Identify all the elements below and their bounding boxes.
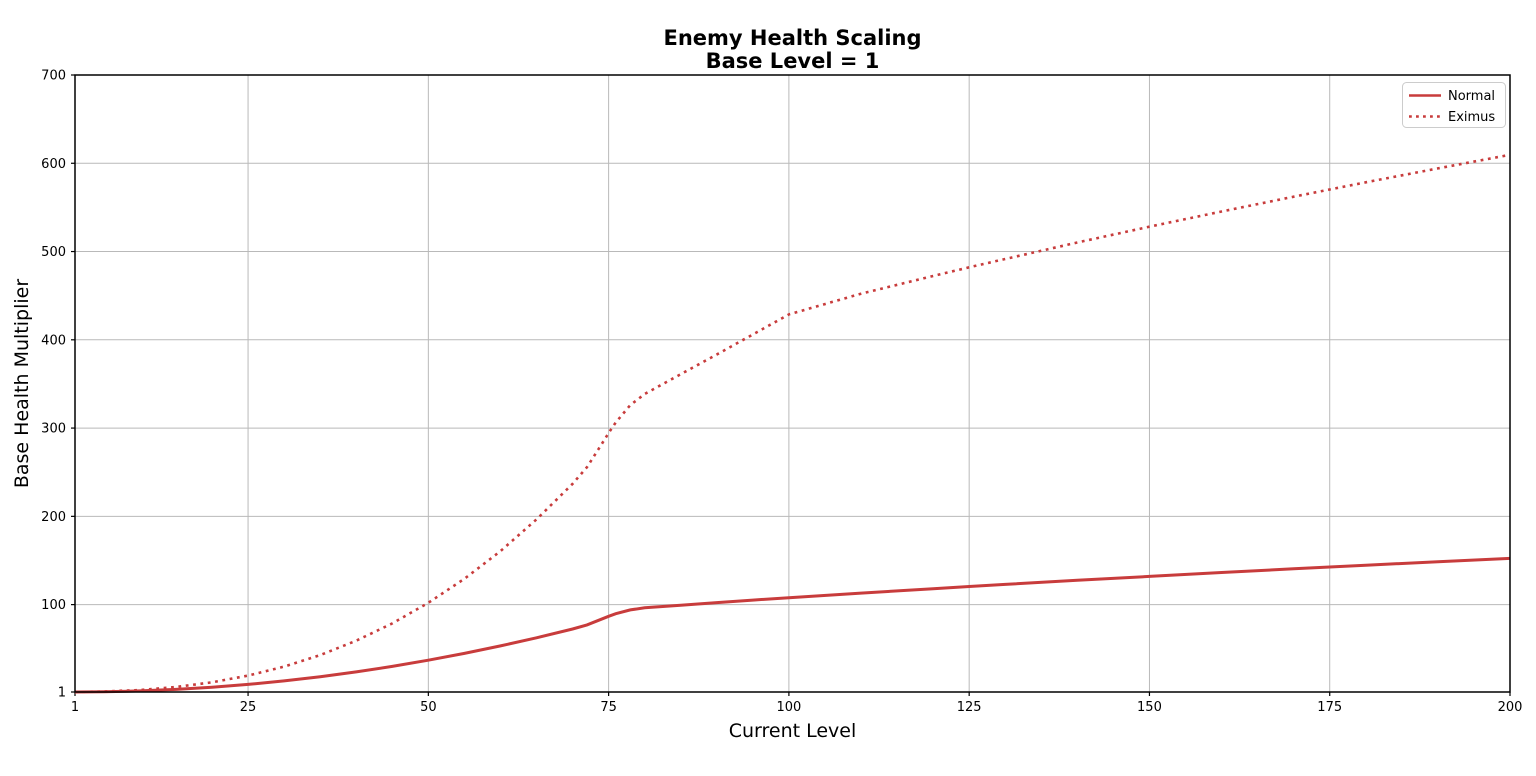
legend: Normal Eximus <box>1402 82 1506 128</box>
plot-border <box>74 74 1511 693</box>
x-tick-label: 100 <box>776 700 801 715</box>
x-tick-label: 75 <box>600 700 617 715</box>
chart-title-line-2: Base Level = 1 <box>706 49 880 73</box>
axis-tick-labels: 1 25 50 75 100 125 150 175 200110020030040050060… <box>41 69 1522 716</box>
y-axis-label: Base Health Multiplier <box>11 279 33 488</box>
legend-eximus-label: Eximus <box>1448 110 1495 125</box>
axis-ticks <box>71 74 1511 696</box>
x-tick-label: 125 <box>957 700 982 715</box>
plot-series <box>74 153 1511 694</box>
legend-box <box>1402 82 1506 128</box>
x-tick-label: 150 <box>1137 700 1162 715</box>
x-axis-label: Current Level <box>729 720 857 742</box>
x-tick-label: 50 <box>420 700 437 715</box>
x-tick-label: 1 <box>71 700 79 715</box>
series-eximus-line <box>74 153 1511 694</box>
y-tick-label: 700 <box>41 69 66 84</box>
y-tick-label: 400 <box>41 333 66 348</box>
y-tick-label: 300 <box>41 422 66 437</box>
legend-normal-label: Normal <box>1448 89 1495 104</box>
y-tick-label: 100 <box>41 598 66 613</box>
series-normal-line <box>74 556 1511 694</box>
x-tick-label: 25 <box>240 700 257 715</box>
x-tick-label: 200 <box>1498 700 1523 715</box>
x-tick-label: 175 <box>1317 700 1342 715</box>
chart-title-line-1: Enemy Health Scaling <box>663 26 921 50</box>
y-tick-label: 200 <box>41 510 66 525</box>
gridlines <box>74 74 1511 693</box>
y-tick-label: 1 <box>58 686 66 701</box>
y-tick-label: 500 <box>41 245 66 260</box>
y-tick-label: 600 <box>41 157 66 172</box>
